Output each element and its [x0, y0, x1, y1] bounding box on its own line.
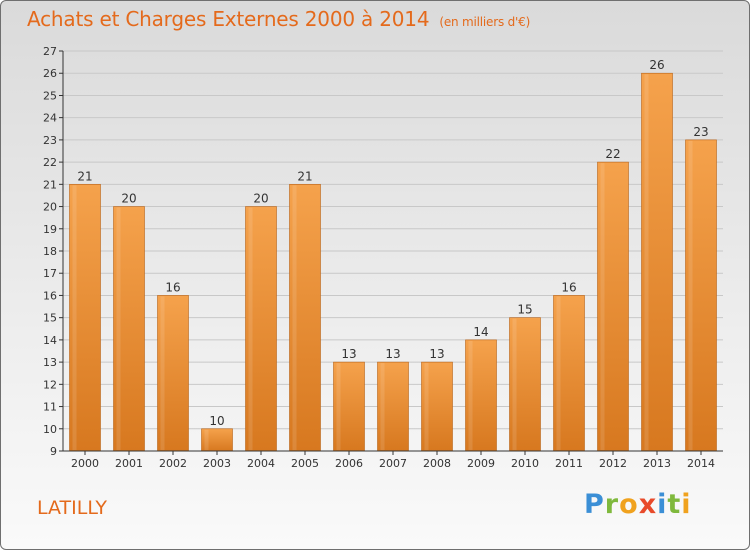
bars: [69, 72, 717, 452]
bar-highlight: [468, 340, 473, 450]
y-tick-label: 26: [43, 67, 57, 80]
logo-letter: P: [584, 489, 605, 520]
chart-title: Achats et Charges Externes 2000 à 2014 (e…: [27, 7, 530, 31]
y-tick-label: 14: [43, 334, 57, 347]
y-tick-label: 12: [43, 378, 57, 391]
y-tick-label: 20: [43, 201, 57, 214]
data-label: 21: [77, 169, 92, 183]
data-label: 16: [561, 280, 576, 294]
bar: [509, 317, 541, 452]
x-tick-label: 2006: [335, 457, 363, 470]
bar-highlight: [688, 140, 693, 450]
data-label: 20: [253, 192, 268, 206]
x-tick-label: 2002: [159, 457, 187, 470]
y-tick-label: 15: [43, 312, 57, 325]
bar: [597, 161, 629, 452]
y-tick-label: 10: [43, 423, 57, 436]
y-tick-label: 24: [43, 112, 57, 125]
x-tick-label: 2011: [555, 457, 583, 470]
bar: [421, 361, 453, 452]
bar-highlight: [116, 207, 121, 450]
data-label: 21: [297, 169, 312, 183]
bar-highlight: [600, 163, 605, 450]
x-axis: 2000 2001 2002 2003 2004 2005 2006 2007 2008 2009…: [63, 450, 723, 470]
commune-name: LATILLY: [37, 497, 108, 519]
y-axis: 9 10 11 12 13 14 15 16 17 18 19 20 21 22 23 24 25 26 27: [43, 45, 64, 458]
y-tick-label: 11: [43, 401, 57, 414]
bar: [553, 295, 585, 452]
bar: [157, 295, 189, 452]
bar-highlight: [556, 296, 561, 450]
data-label: 13: [341, 347, 356, 361]
logo-letter: x: [638, 489, 658, 520]
y-tick-label: 21: [43, 178, 57, 191]
bar-highlight: [512, 318, 517, 450]
y-tick-label: 22: [43, 156, 57, 169]
bar: [685, 139, 717, 452]
bar: [245, 206, 277, 452]
x-tick-label: 2003: [203, 457, 231, 470]
proxiti-logo: Proxiti: [584, 489, 692, 520]
data-labels: 21 20 16 10 20 21 13 13 13 14 15 16 22 26 23: [77, 58, 708, 428]
x-tick-label: 2010: [511, 457, 539, 470]
data-label: 16: [165, 280, 180, 294]
data-label: 14: [473, 325, 488, 339]
y-tick-label: 27: [43, 45, 57, 58]
logo-letter: i: [657, 489, 668, 520]
logo-letter: r: [604, 489, 620, 520]
y-tick-label: 23: [43, 134, 57, 147]
bar-highlight: [424, 363, 429, 450]
bar-highlight: [380, 363, 385, 450]
bar-highlight: [336, 363, 341, 450]
data-label: 15: [517, 303, 532, 317]
y-tick-label: 18: [43, 245, 57, 258]
x-tick-label: 2007: [379, 457, 407, 470]
bar: [69, 184, 101, 452]
data-label: 10: [209, 414, 224, 428]
logo-letter: t: [667, 489, 682, 520]
bar-highlight: [248, 207, 253, 450]
bar-highlight: [72, 185, 77, 451]
x-tick-label: 2004: [247, 457, 275, 470]
data-label: 20: [121, 192, 136, 206]
data-label: 22: [605, 147, 620, 161]
x-tick-label: 2008: [423, 457, 451, 470]
bar-highlight: [204, 429, 209, 450]
y-tick-label: 13: [43, 356, 57, 369]
data-label: 26: [649, 58, 664, 72]
chart-subtitle: (en milliers d'€): [439, 15, 531, 29]
data-label: 23: [693, 125, 708, 139]
bar-highlight: [292, 185, 297, 451]
y-tick-label: 19: [43, 223, 57, 236]
bar-highlight: [160, 296, 165, 450]
x-tick-label: 2009: [467, 457, 495, 470]
x-tick-label: 2013: [643, 457, 671, 470]
x-tick-label: 2001: [115, 457, 143, 470]
data-label: 13: [429, 347, 444, 361]
y-tick-label: 16: [43, 289, 57, 302]
x-tick-label: 2012: [599, 457, 627, 470]
x-tick-label: 2014: [687, 457, 715, 470]
chart-title-text: Achats et Charges Externes 2000 à 2014: [27, 7, 430, 31]
x-tick-label: 2005: [291, 457, 319, 470]
y-tick-label: 9: [50, 445, 57, 458]
y-tick-label: 25: [43, 89, 57, 102]
data-label: 13: [385, 347, 400, 361]
x-tick-label: 2000: [71, 457, 99, 470]
bar: [465, 339, 497, 452]
y-tick-label: 17: [43, 267, 57, 280]
bar-highlight: [644, 74, 649, 450]
logo-letter: i: [681, 489, 692, 520]
logo-letter: o: [619, 489, 639, 520]
bar: [113, 206, 145, 452]
